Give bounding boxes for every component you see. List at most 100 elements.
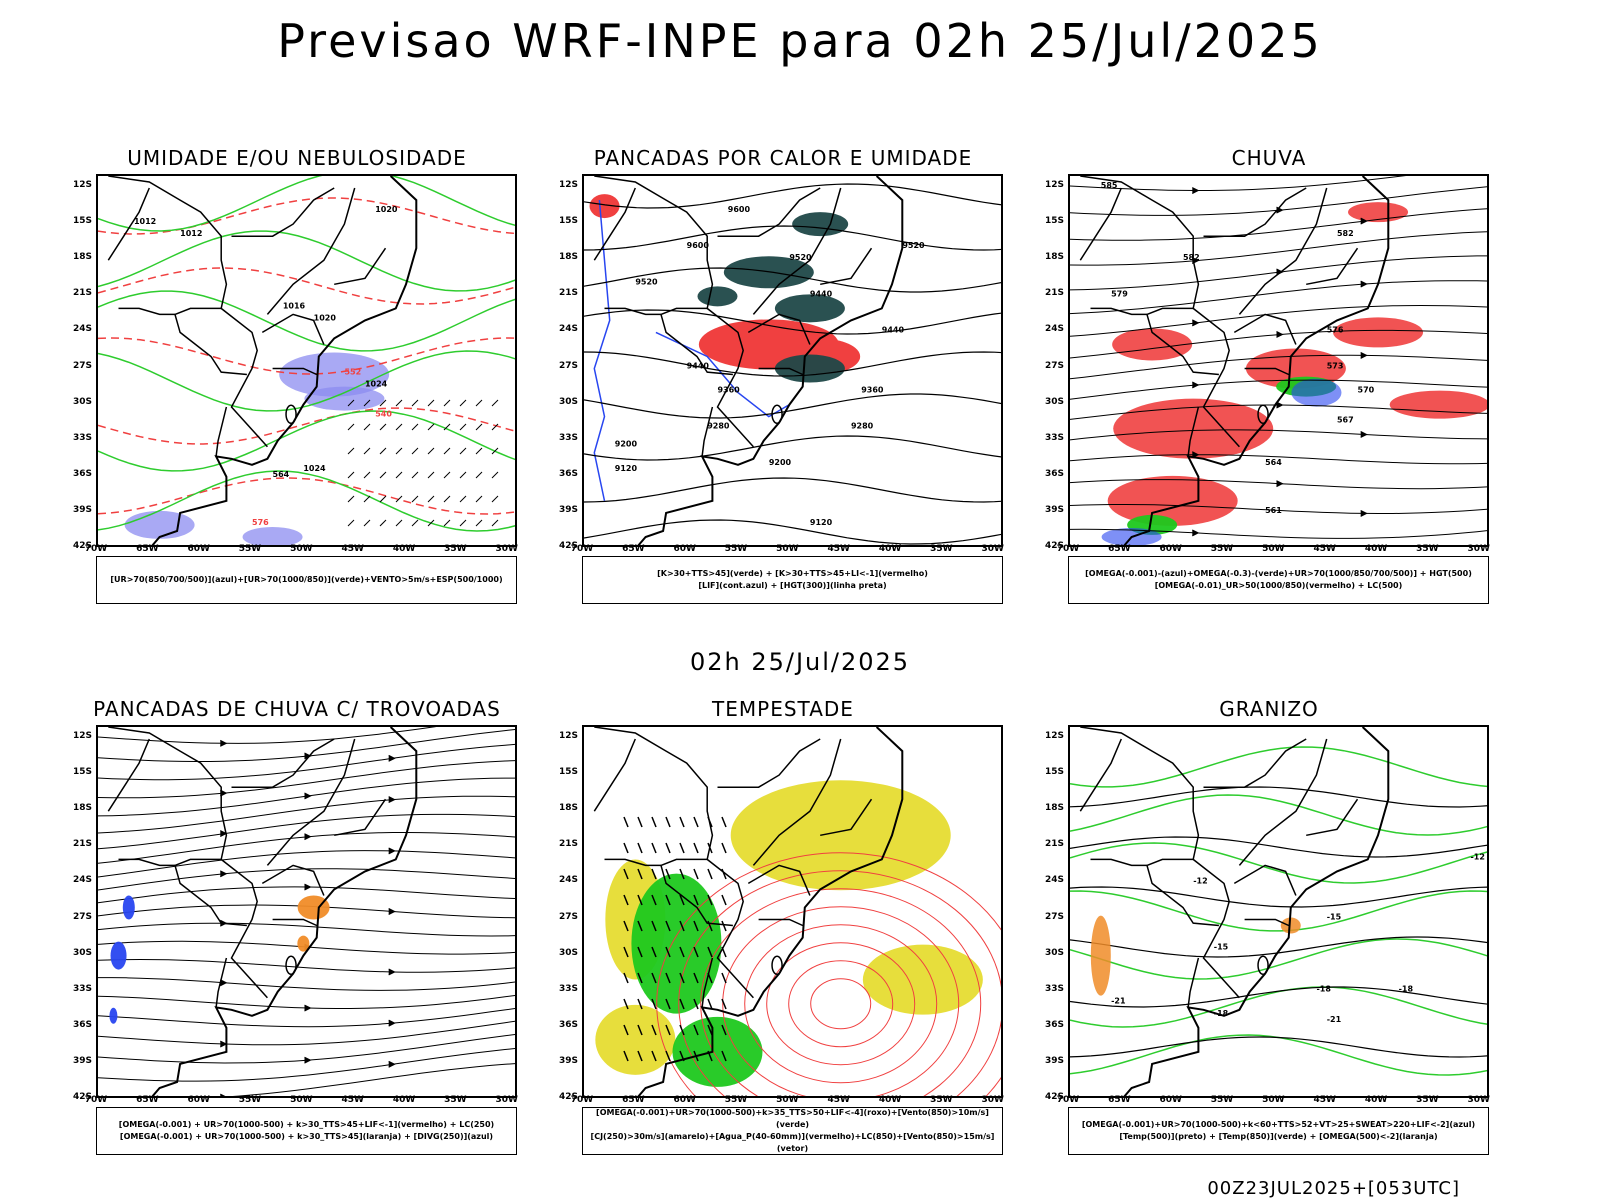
- geo-lines: [593, 176, 904, 545]
- lon-tick-label: 55W: [238, 544, 262, 554]
- jet-yellow-area: [730, 780, 951, 891]
- streamline-850: [744, 924, 938, 1084]
- temp-850-contour: [1070, 746, 1487, 788]
- lon-tick-label: 40W: [1364, 1095, 1388, 1105]
- lon-tick-label: 45W: [1313, 1095, 1336, 1105]
- wind-vector: [679, 920, 685, 932]
- state-border: [752, 187, 842, 315]
- contour-label: 9200: [769, 458, 792, 467]
- panel-title: CHUVA: [1231, 146, 1307, 170]
- contour-label: 576: [252, 518, 269, 527]
- lat-tick-label: 30S: [1044, 947, 1064, 958]
- wind-vector: [665, 1024, 671, 1036]
- wind-vector: [623, 998, 629, 1010]
- state-border: [108, 176, 268, 448]
- state-border: [1244, 367, 1290, 376]
- lon-tick-label: 65W: [136, 544, 159, 554]
- lon-tick-label: 35W: [444, 544, 467, 554]
- hgt-300-contour: [584, 393, 1001, 419]
- lat-tick-label: 42S: [72, 1092, 92, 1102]
- wind-vector: [443, 447, 451, 455]
- instability-orange-area: [297, 895, 330, 920]
- wind-vector: [651, 1024, 657, 1036]
- temp-500-contour: [1070, 836, 1487, 858]
- wind-vector: [379, 399, 387, 407]
- lat-tick-label: 42S: [558, 541, 578, 551]
- lon-tick-label: 70W: [570, 544, 594, 554]
- wind-vector: [443, 519, 451, 527]
- state-border: [1306, 247, 1359, 286]
- wind-vector: [427, 495, 435, 503]
- panel-title: GRANIZO: [1219, 697, 1319, 721]
- wind-vector: [721, 920, 727, 932]
- panel-chuva: CHUVA 585 582 582 579 576 573 570 567 564 561 [OM…: [1029, 146, 1509, 626]
- lon-tick-label: 45W: [827, 1095, 850, 1105]
- lat-tick-label: 30S: [1044, 396, 1064, 407]
- wind-vector: [693, 972, 699, 984]
- hgt-300-contour: [584, 519, 1001, 545]
- contour-label: 540: [375, 410, 392, 419]
- panel-granizo: GRANIZO -12 -12 -15 -15 -18 -18 -21 -21 -18 [OME…: [1029, 697, 1509, 1177]
- state-border: [1244, 918, 1290, 927]
- wind-vector: [637, 1050, 643, 1062]
- wind-vector: [379, 495, 387, 503]
- streamline: [98, 760, 515, 799]
- wind-vector: [411, 471, 419, 479]
- wind-vector: [721, 894, 727, 906]
- wind-vector: [475, 471, 483, 479]
- map-svg: 9600 9600 9520 9520 9520 9440 9440 9440 9360 9360…: [584, 176, 1001, 545]
- panel-title: UMIDADE E/OU NEBULOSIDADE: [127, 146, 467, 170]
- wind-vector: [679, 842, 685, 854]
- lat-tick-label: 36S: [1044, 1019, 1064, 1030]
- streamline-arrow: [1276, 401, 1284, 409]
- wind-vector: [679, 816, 685, 828]
- state-border: [604, 858, 661, 867]
- coastline: [1123, 176, 1390, 545]
- state-border: [701, 406, 714, 457]
- wind-vector: [475, 399, 483, 407]
- hgt-300-contour: [584, 183, 1001, 209]
- streamline: [98, 743, 515, 781]
- geo-lines: [1079, 727, 1390, 1096]
- panel-title: TEMPESTADE: [712, 697, 854, 721]
- humidity-1000-contour: [98, 176, 515, 232]
- state-border: [266, 187, 356, 315]
- wind-vector: [623, 946, 629, 958]
- lat-tick-label: 36S: [558, 1019, 578, 1030]
- wind-vector: [721, 1050, 727, 1062]
- lat-tick-label: 39S: [72, 1055, 92, 1066]
- contour-label: -18: [1316, 985, 1331, 994]
- divergence-blue-area: [110, 941, 127, 970]
- streamline-arrow: [1360, 509, 1368, 517]
- streamline: [98, 958, 515, 973]
- wind-vector: [679, 1024, 685, 1036]
- state-border: [820, 798, 873, 837]
- streamline-arrow: [304, 833, 312, 841]
- wind-vector: [427, 399, 435, 407]
- streamline-850: [766, 942, 916, 1066]
- hgt-300-contour: [584, 351, 1001, 377]
- hgt-300-contour: [584, 477, 1001, 503]
- lon-tick-label: 70W: [1056, 1095, 1080, 1105]
- wind-vector: [347, 471, 355, 479]
- wind-vector: [395, 495, 403, 503]
- panel-pancadas-trovoadas: PANCADAS DE CHUVA C/ TROVOADAS [OMEGA(-0…: [57, 697, 537, 1177]
- contour-label: 567: [1337, 416, 1354, 425]
- lat-tick-label: 18S: [558, 252, 578, 263]
- streamline: [1070, 429, 1487, 441]
- lon-tick-label: 60W: [187, 1095, 210, 1105]
- state-border: [594, 727, 754, 999]
- thickness-contour: [98, 477, 515, 515]
- state-border: [261, 313, 325, 345]
- streamline: [1070, 454, 1487, 465]
- wind-vector: [693, 842, 699, 854]
- lon-tick-label: 50W: [290, 1095, 313, 1105]
- map-pancadas-trovoadas: [96, 725, 517, 1098]
- wind-vector: [427, 447, 435, 455]
- lat-tick-label: 42S: [1044, 1092, 1064, 1102]
- lat-tick-label: 30S: [72, 947, 92, 958]
- streamline-arrow: [1360, 431, 1368, 438]
- wind-vector: [679, 894, 685, 906]
- rain-red-area: [1107, 475, 1238, 526]
- lat-tick-label: 12S: [72, 731, 92, 742]
